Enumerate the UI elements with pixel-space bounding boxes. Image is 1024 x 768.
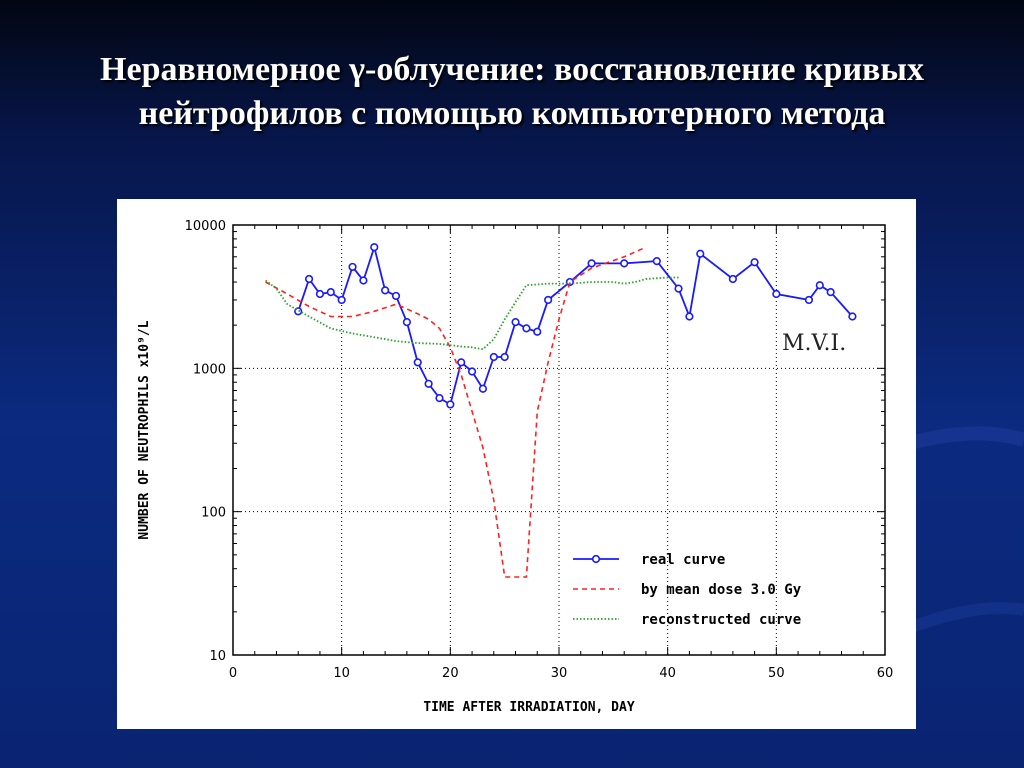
data-point (413, 358, 422, 367)
data-point (381, 286, 390, 295)
slide-title-line-2: нейтрофилов с помощью компьютерного мето… (138, 95, 886, 132)
data-point (359, 276, 368, 285)
x-tick-label: 50 (768, 666, 785, 681)
data-point (315, 289, 325, 299)
data-point (304, 274, 314, 284)
data-point (652, 256, 661, 266)
x-tick-label: 10 (333, 666, 350, 681)
slide-title-line-1: Неравномерное γ-облучение: восстановлени… (100, 51, 924, 88)
x-tick-label: 40 (659, 666, 676, 681)
series-3 (265, 276, 679, 351)
data-point (674, 284, 683, 293)
y-tick-label: 10000 (185, 219, 226, 234)
series-2 (265, 246, 647, 578)
data-point (620, 259, 629, 268)
data-point (544, 295, 553, 305)
data-point (467, 367, 477, 376)
x-tick-label: 60 (877, 666, 894, 681)
data-point (489, 352, 498, 362)
series-1 (294, 243, 857, 409)
data-point (587, 259, 596, 268)
data-point (565, 277, 574, 287)
y-tick-label: 1000 (193, 362, 226, 377)
data-point (772, 289, 781, 299)
data-point (457, 358, 466, 367)
annotation-mvi: M.V.I. (782, 331, 846, 356)
data-point (826, 288, 835, 297)
data-point (500, 352, 509, 362)
data-point (326, 288, 335, 297)
x-tick-label: 30 (551, 666, 568, 681)
data-point (848, 312, 857, 321)
x-tick-label: 0 (229, 666, 237, 681)
x-axis-label: TIME AFTER IRRADIATION, DAY (423, 700, 634, 715)
legend-label: by mean dose 3.0 Gy (641, 582, 802, 598)
series-line (265, 246, 647, 578)
data-point (391, 291, 401, 301)
data-point (348, 262, 357, 272)
y-tick-label: 100 (201, 506, 226, 521)
data-point (804, 295, 814, 305)
legend-label: reconstructed curve (641, 612, 801, 628)
series-line (265, 276, 679, 351)
legend-marker (591, 554, 601, 564)
chart-panel: 0 10 20 30 40 50 60 10 100 1000 10000 TIME AFTER IR… (117, 199, 916, 729)
y-axis-label: NUMBER OF NEUTROPHILS x10⁹/L (137, 320, 152, 539)
data-point (402, 318, 411, 327)
data-point (685, 312, 694, 321)
data-point (337, 295, 346, 305)
series-line (297, 243, 854, 406)
data-point (750, 258, 759, 267)
data-point (511, 318, 520, 327)
data-point (533, 327, 542, 336)
data-point (424, 379, 433, 388)
data-point (478, 384, 488, 393)
data-point (815, 281, 824, 290)
data-point (728, 274, 737, 284)
data-point (446, 400, 455, 409)
x-tick-label: 20 (442, 666, 459, 681)
slide-title: Неравномерное γ-облучение: восстановлени… (0, 48, 1024, 136)
data-point (435, 393, 444, 403)
legend-label: real curve (641, 552, 725, 568)
data-point (522, 324, 531, 333)
y-tick-label: 10 (209, 649, 226, 664)
data-point (696, 249, 705, 258)
data-point (370, 243, 379, 252)
